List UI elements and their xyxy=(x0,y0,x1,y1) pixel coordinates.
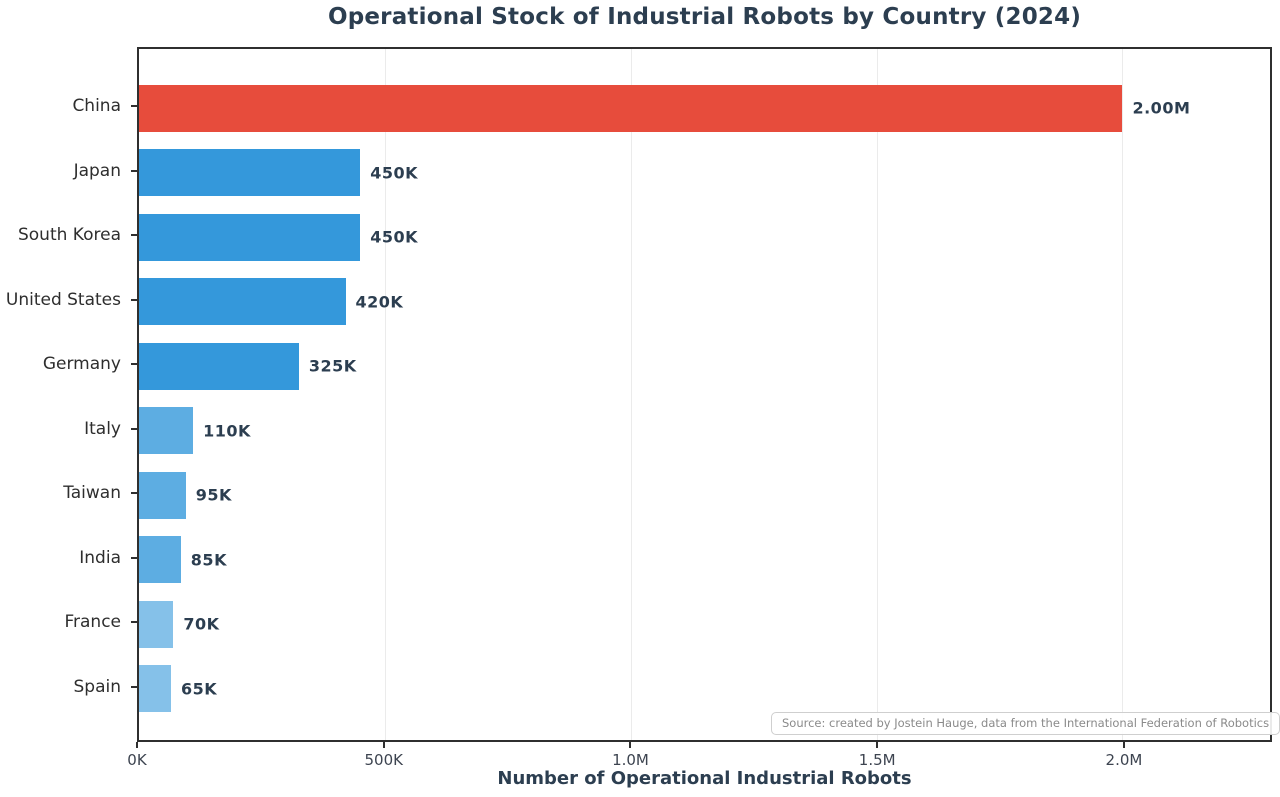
category-label-italy: Italy xyxy=(84,418,121,439)
bar-japan xyxy=(139,149,361,196)
x-tick-mark-2-0m xyxy=(1122,742,1125,748)
category-label-india: India xyxy=(79,547,121,568)
bar-germany xyxy=(139,342,299,390)
y-tick-mark-italy xyxy=(131,427,137,430)
value-label-germany: 325K xyxy=(308,356,357,376)
bar-italy xyxy=(139,407,194,454)
bar-taiwan xyxy=(139,471,186,519)
y-tick-mark-germany xyxy=(131,363,137,365)
value-label-india: 85K xyxy=(190,550,227,569)
x-tick-label-1-5m: 1.5M xyxy=(858,751,896,769)
value-label-france: 70K xyxy=(183,614,220,634)
category-label-taiwan: Taiwan xyxy=(63,483,121,503)
x-tick-label-0k: 0K xyxy=(127,751,147,769)
value-label-china: 2.00M xyxy=(1132,98,1191,118)
plot-area: 2.00M 450K 450K 420K 325K 110K 95K 85K 70K 65K xyxy=(137,47,1272,742)
category-label-spain: Spain xyxy=(73,676,122,697)
x-axis-label: Number of Operational Industrial Robots xyxy=(497,768,912,789)
bar-spain xyxy=(139,665,171,712)
value-label-united-states: 420K xyxy=(355,292,404,311)
y-tick-mark-spain xyxy=(131,685,137,688)
y-tick-mark-france xyxy=(131,621,137,623)
y-tick-mark-south-korea xyxy=(131,234,137,236)
x-tick-label-2-0m: 2.0M xyxy=(1105,751,1143,769)
gridline-2-0m xyxy=(1122,49,1124,740)
category-label-south-korea: South Korea xyxy=(17,225,121,245)
value-label-south-korea: 450K xyxy=(370,227,419,247)
category-label-united-states: United States xyxy=(5,289,121,310)
category-label-japan: Japan xyxy=(73,160,121,181)
bar-france xyxy=(139,600,174,648)
chart-title: Operational Stock of Industrial Robots b… xyxy=(327,4,1082,30)
gridline-500k xyxy=(384,49,386,740)
gridline-1-0m xyxy=(630,49,632,740)
bar-united-states xyxy=(139,278,346,325)
x-tick-mark-1-0m xyxy=(629,742,632,748)
bar-china xyxy=(139,84,1123,132)
value-label-spain: 65K xyxy=(180,679,218,698)
bar-india xyxy=(139,536,181,583)
value-label-japan: 450K xyxy=(370,163,419,182)
y-tick-mark-japan xyxy=(131,169,137,172)
source-note: Source: created by Jostein Hauge, data f… xyxy=(771,712,1280,735)
value-label-italy: 110K xyxy=(203,421,251,440)
x-tick-mark-500k xyxy=(382,742,385,748)
y-tick-mark-taiwan xyxy=(131,492,137,494)
y-tick-mark-india xyxy=(131,556,137,559)
x-tick-label-500k: 500K xyxy=(364,751,403,769)
gridline-1-5m xyxy=(876,49,878,740)
bar-south-korea xyxy=(139,213,361,261)
category-label-france: France xyxy=(64,612,121,632)
x-tick-mark-0k xyxy=(136,742,138,748)
x-tick-label-1-0m: 1.0M xyxy=(612,751,649,769)
y-tick-mark-united-states xyxy=(131,298,137,301)
x-tick-mark-1-5m xyxy=(876,742,879,748)
y-tick-mark-china xyxy=(131,105,137,107)
value-label-taiwan: 95K xyxy=(195,485,232,505)
y-axis-labels: China Japan South Korea United States German… xyxy=(0,47,129,742)
category-label-china: China xyxy=(72,96,121,116)
category-label-germany: Germany xyxy=(42,354,121,374)
